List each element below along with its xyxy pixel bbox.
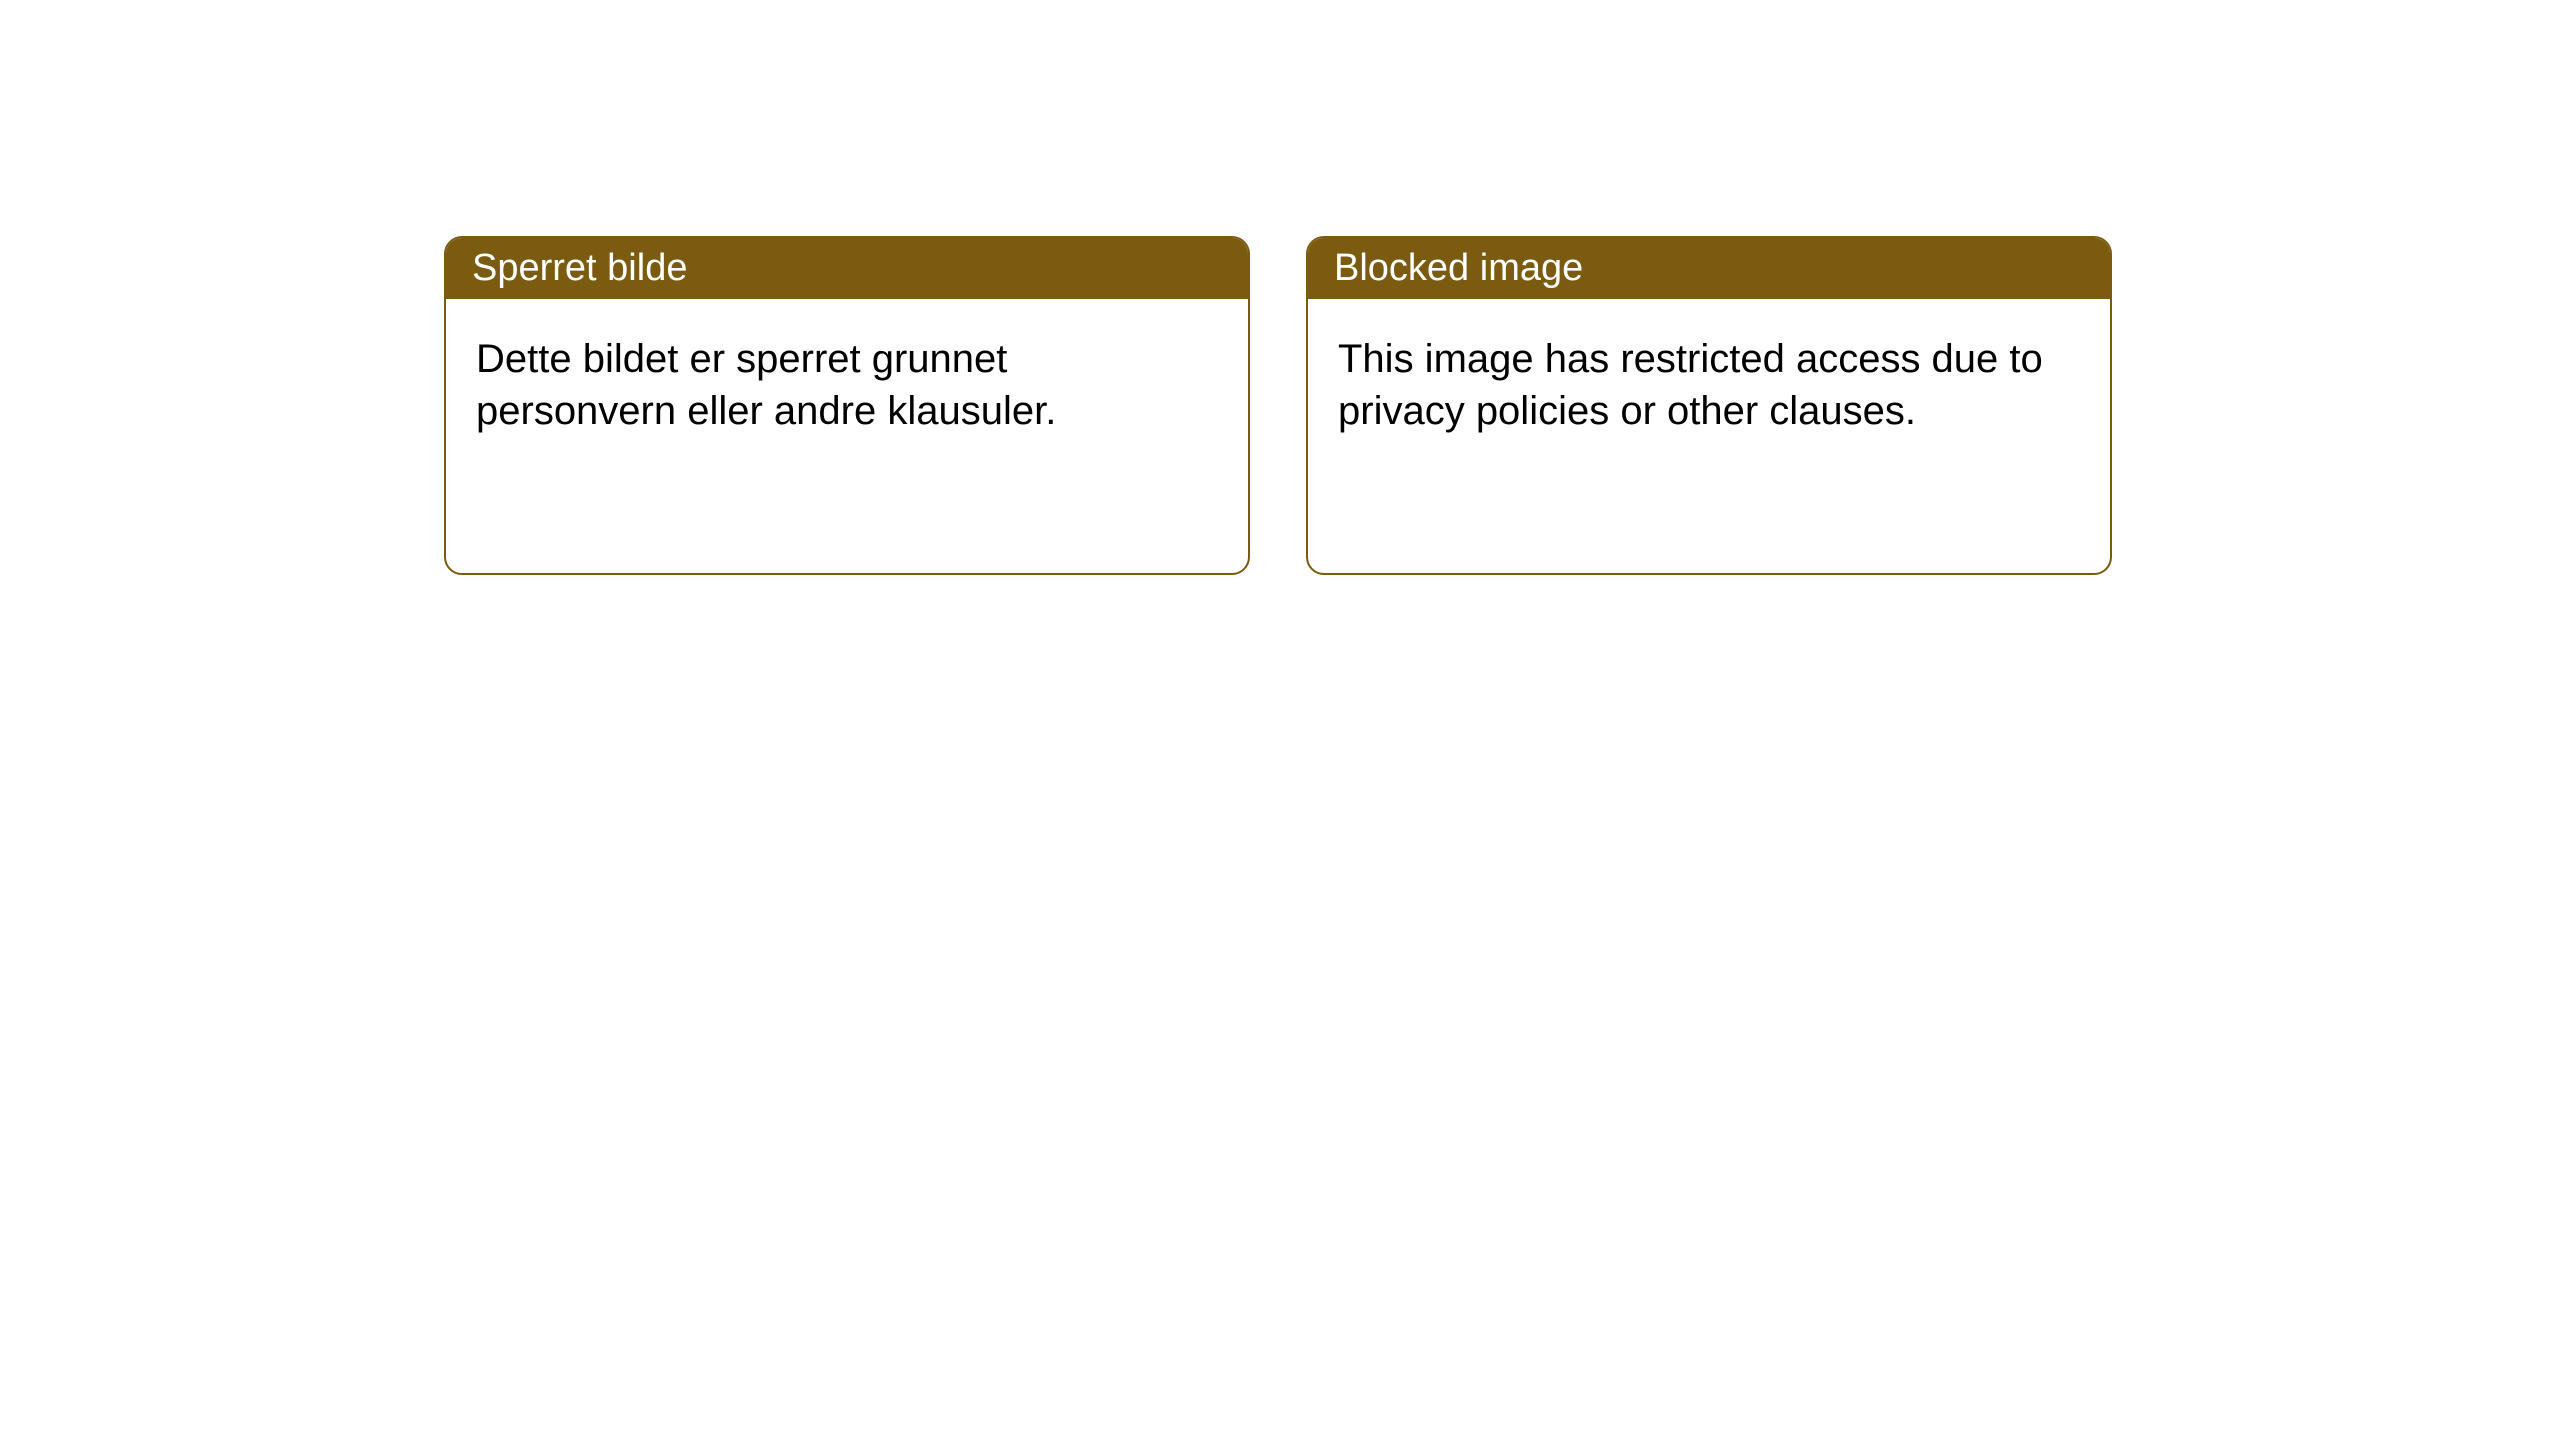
notice-body-text-norwegian: Dette bildet er sperret grunnet personve… <box>476 337 1056 433</box>
notice-box-norwegian: Sperret bilde Dette bildet er sperret gr… <box>444 236 1250 575</box>
notice-header-norwegian: Sperret bilde <box>446 238 1248 299</box>
notice-box-english: Blocked image This image has restricted … <box>1306 236 2112 575</box>
notice-header-english: Blocked image <box>1308 238 2110 299</box>
notices-container: Sperret bilde Dette bildet er sperret gr… <box>0 0 2560 575</box>
notice-body-text-english: This image has restricted access due to … <box>1338 337 2043 433</box>
notice-title-norwegian: Sperret bilde <box>472 247 687 290</box>
notice-body-norwegian: Dette bildet er sperret grunnet personve… <box>446 299 1248 471</box>
notice-title-english: Blocked image <box>1334 247 1583 290</box>
notice-body-english: This image has restricted access due to … <box>1308 299 2110 471</box>
